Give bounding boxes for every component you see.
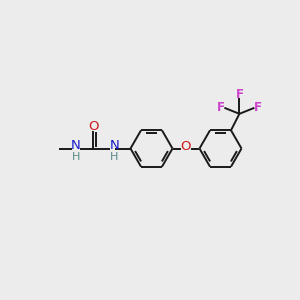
Text: N: N (71, 139, 81, 152)
Text: F: F (254, 101, 262, 114)
Text: N: N (110, 139, 119, 152)
Text: H: H (72, 152, 80, 162)
Text: H: H (110, 152, 118, 162)
Text: F: F (217, 101, 225, 114)
Text: F: F (236, 88, 243, 101)
Text: O: O (88, 119, 99, 133)
Text: O: O (181, 140, 191, 154)
